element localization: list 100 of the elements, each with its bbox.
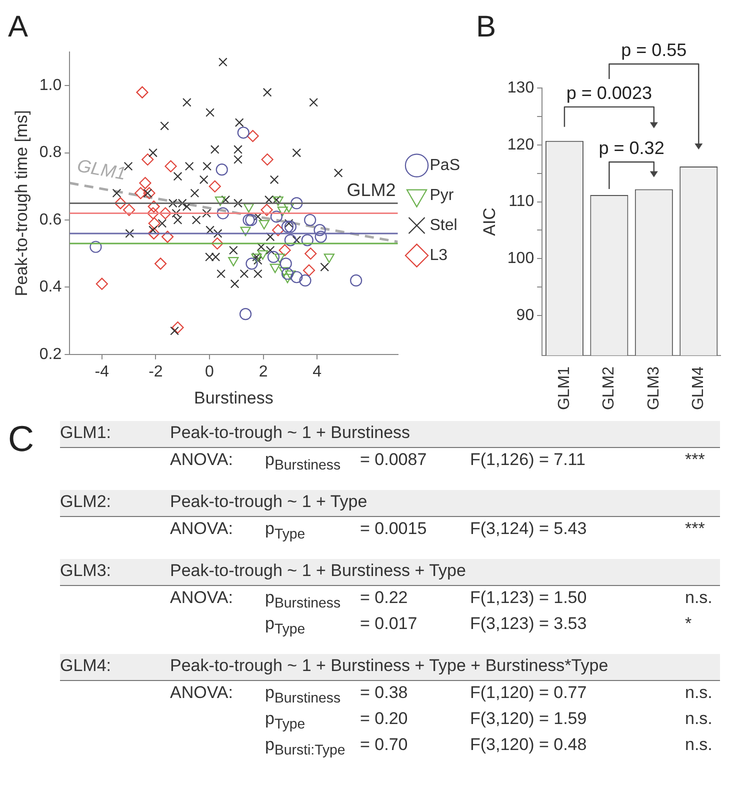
point (206, 108, 214, 117)
text: p$_{Type}$ (265, 614, 306, 638)
text: F(3,123) = 3.53 (470, 614, 587, 634)
point (253, 269, 262, 278)
point (114, 197, 127, 210)
chart-title: A (8, 10, 28, 44)
y-tick-label: 120 (507, 136, 534, 154)
point (199, 175, 208, 184)
point (270, 264, 280, 274)
point (211, 237, 224, 250)
text: = 0.017 (360, 614, 418, 634)
point (148, 148, 158, 158)
point (234, 118, 244, 127)
point (216, 269, 226, 278)
point (237, 126, 250, 139)
text: Peak-to-trough ~ 1 + Burstiness + Type + Burstiness*Type (170, 656, 608, 676)
point (96, 278, 108, 290)
text: ANOVA: (170, 588, 233, 608)
point (208, 180, 221, 192)
text: p$_{Type}$ (265, 519, 306, 542)
point (170, 326, 179, 336)
point (284, 203, 294, 213)
point (228, 246, 238, 255)
point (281, 220, 294, 233)
point (216, 207, 229, 220)
point (267, 250, 280, 264)
point (206, 226, 214, 235)
x-tick-label: -4 (94, 363, 110, 380)
point (253, 212, 262, 222)
point (214, 196, 226, 206)
point (178, 198, 187, 208)
x-tick-label: GLM1 (556, 366, 573, 410)
point (240, 226, 251, 236)
text: F(3,120) = 1.59 (470, 709, 587, 729)
text: GLM3: (60, 561, 112, 581)
text: * (685, 614, 692, 634)
text: = 0.0015 (360, 519, 427, 539)
x-tick-label: GLM3 (645, 366, 662, 410)
point (168, 198, 178, 208)
text: p$_{Burstiness}$ (265, 683, 341, 706)
y-tick-label: 1.0 (39, 77, 62, 94)
point (221, 195, 230, 204)
point (281, 268, 294, 280)
point (282, 274, 293, 284)
text: Peak-to-trough ~ 1 + Burstiness + Type (170, 561, 466, 581)
point (202, 162, 212, 171)
point (264, 195, 274, 204)
text: p = 0.55 (621, 40, 687, 60)
x-tick-label: GLM2 (600, 366, 618, 410)
point (324, 254, 334, 264)
point (158, 218, 167, 228)
point (284, 234, 296, 246)
point (309, 98, 318, 107)
point (230, 279, 240, 288)
y-tick-label: 130 (507, 79, 534, 96)
point (278, 267, 290, 276)
text: GLM1: (60, 423, 112, 443)
point (242, 214, 255, 226)
point (213, 229, 222, 238)
point (302, 264, 316, 276)
point (350, 274, 362, 287)
point (148, 217, 160, 230)
point (270, 175, 279, 184)
legend-label: Pyr (430, 186, 454, 204)
point (256, 242, 266, 252)
point (320, 262, 330, 272)
point (314, 224, 326, 236)
y-axis-title: Peak-to-trough time [ms] (12, 110, 31, 296)
x-tick-label: 4 (312, 363, 322, 380)
text: p$_{Bursti:Type}$ (265, 735, 346, 758)
text: F(1,126) = 7.11 (470, 450, 586, 470)
x-tick-label: 2 (258, 363, 268, 380)
point (154, 258, 167, 270)
point (234, 198, 242, 208)
legend-label: L3 (430, 246, 448, 264)
y-tick-label: 0.2 (39, 346, 62, 363)
text: Peak-to-trough ~ 1 + Burstiness (170, 423, 410, 443)
point (272, 224, 284, 236)
text: p$_{Burstiness}$ (265, 588, 341, 612)
point (258, 220, 270, 230)
point (299, 274, 312, 287)
point (172, 321, 184, 334)
point (240, 269, 249, 278)
text: n.s. (685, 735, 712, 755)
point (143, 187, 156, 200)
ref-line-label: GLM2 (346, 180, 396, 200)
point (246, 258, 258, 270)
point (148, 227, 160, 240)
point (334, 168, 343, 178)
text: GLM1 (76, 155, 128, 184)
point (292, 148, 302, 158)
text: F(3,120) = 0.48 (470, 735, 587, 755)
x-axis-title: Burstiness (194, 388, 274, 408)
y-tick-label: 0.4 (39, 278, 62, 296)
point (146, 207, 160, 220)
text: *** (685, 519, 705, 539)
point (239, 308, 252, 320)
text: C (8, 418, 35, 461)
point (245, 214, 258, 226)
text: F(1,123) = 1.50 (470, 588, 587, 608)
